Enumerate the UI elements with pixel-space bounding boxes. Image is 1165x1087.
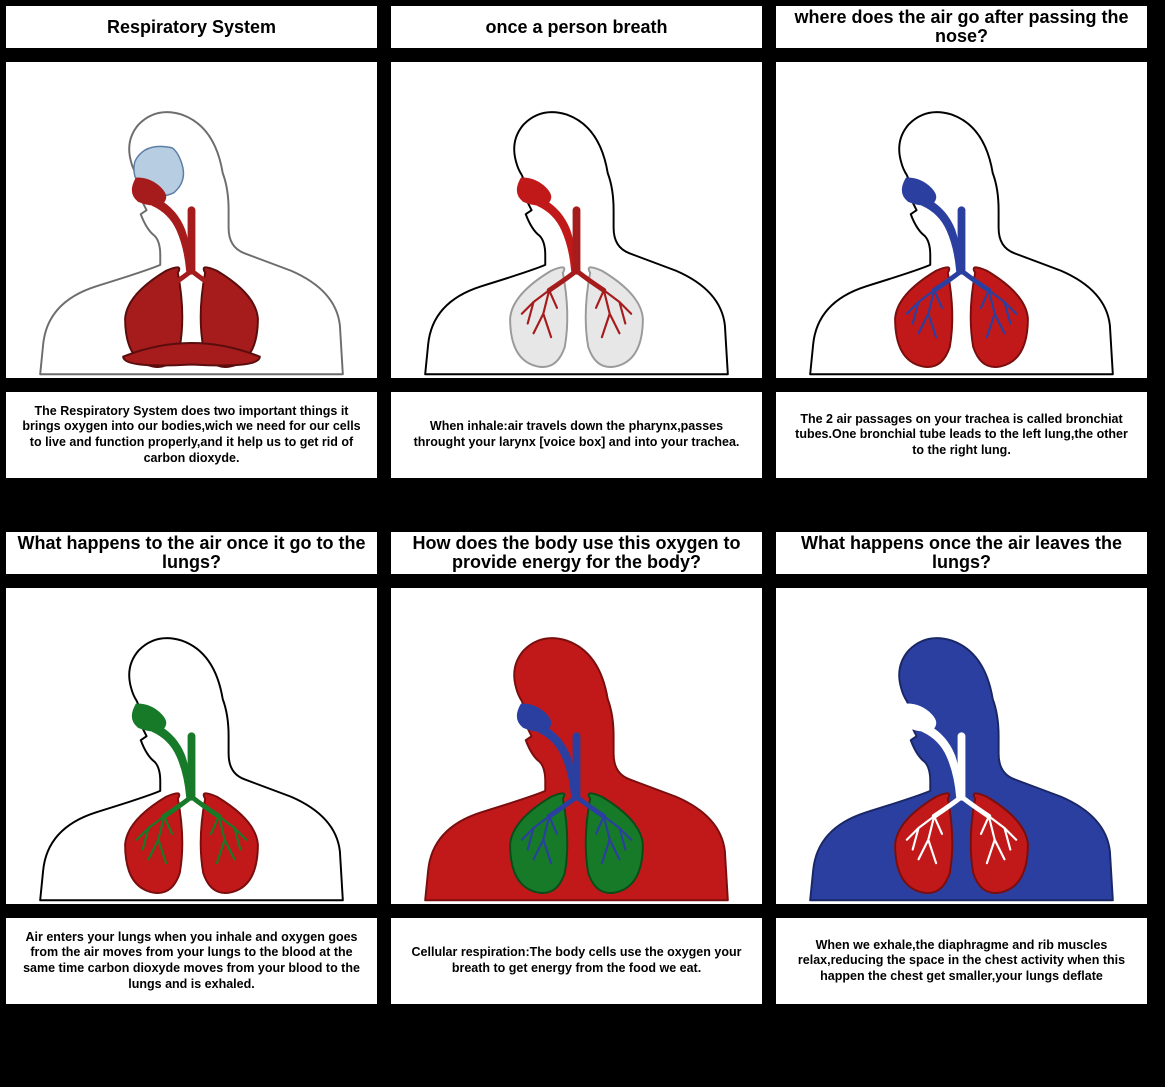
anatomy-icon <box>6 588 377 904</box>
panel-figure <box>389 60 764 380</box>
anatomy-icon <box>6 62 377 378</box>
panel-description: Cellular respiration:The body cells use … <box>389 916 764 1006</box>
panel-description: When we exhale,the diaphragme and rib mu… <box>774 916 1149 1006</box>
panel-description: The 2 air passages on your trachea is ca… <box>774 390 1149 480</box>
panel-title: How does the body use this oxygen to pro… <box>389 530 764 576</box>
anatomy-icon <box>391 62 762 378</box>
panel-description: When inhale:air travels down the pharynx… <box>389 390 764 480</box>
panel-figure <box>4 60 379 380</box>
row-spacer <box>4 490 1149 520</box>
panel-figure <box>774 586 1149 906</box>
anatomy-icon <box>776 588 1147 904</box>
panel-title: What happens to the air once it go to th… <box>4 530 379 576</box>
panel-description: Air enters your lungs when you inhale an… <box>4 916 379 1006</box>
panel-description: The Respiratory System does two importan… <box>4 390 379 480</box>
panel-title: What happens once the air leaves the lun… <box>774 530 1149 576</box>
panel-figure <box>389 586 764 906</box>
panel-title: once a person breath <box>389 4 764 50</box>
panel-title: where does the air go after passing the … <box>774 4 1149 50</box>
panel-figure <box>4 586 379 906</box>
anatomy-icon <box>391 588 762 904</box>
panel-figure <box>774 60 1149 380</box>
panel-title: Respiratory System <box>4 4 379 50</box>
anatomy-icon <box>776 62 1147 378</box>
storyboard: Respiratory System once a person breath … <box>0 0 1153 1010</box>
